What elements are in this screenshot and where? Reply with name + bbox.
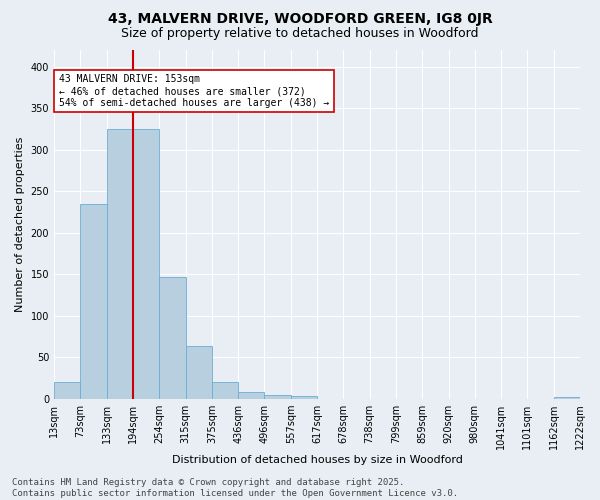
Text: 43 MALVERN DRIVE: 153sqm
← 46% of detached houses are smaller (372)
54% of semi-: 43 MALVERN DRIVE: 153sqm ← 46% of detach… [59,74,329,108]
Bar [212,382,238,399]
Text: Size of property relative to detached houses in Woodford: Size of property relative to detached ho… [121,28,479,40]
Text: Contains HM Land Registry data © Crown copyright and database right 2025.
Contai: Contains HM Land Registry data © Crown c… [12,478,458,498]
Bar [133,129,159,399]
Bar [265,395,291,399]
Bar [185,346,212,399]
Bar [54,382,80,399]
Bar [159,277,185,399]
Y-axis label: Number of detached properties: Number of detached properties [15,137,25,312]
Text: 43, MALVERN DRIVE, WOODFORD GREEN, IG8 0JR: 43, MALVERN DRIVE, WOODFORD GREEN, IG8 0… [107,12,493,26]
Bar [554,398,580,399]
Bar [238,392,265,399]
Bar [80,204,107,399]
Bar [291,396,317,399]
Bar [107,129,133,399]
X-axis label: Distribution of detached houses by size in Woodford: Distribution of detached houses by size … [172,455,463,465]
